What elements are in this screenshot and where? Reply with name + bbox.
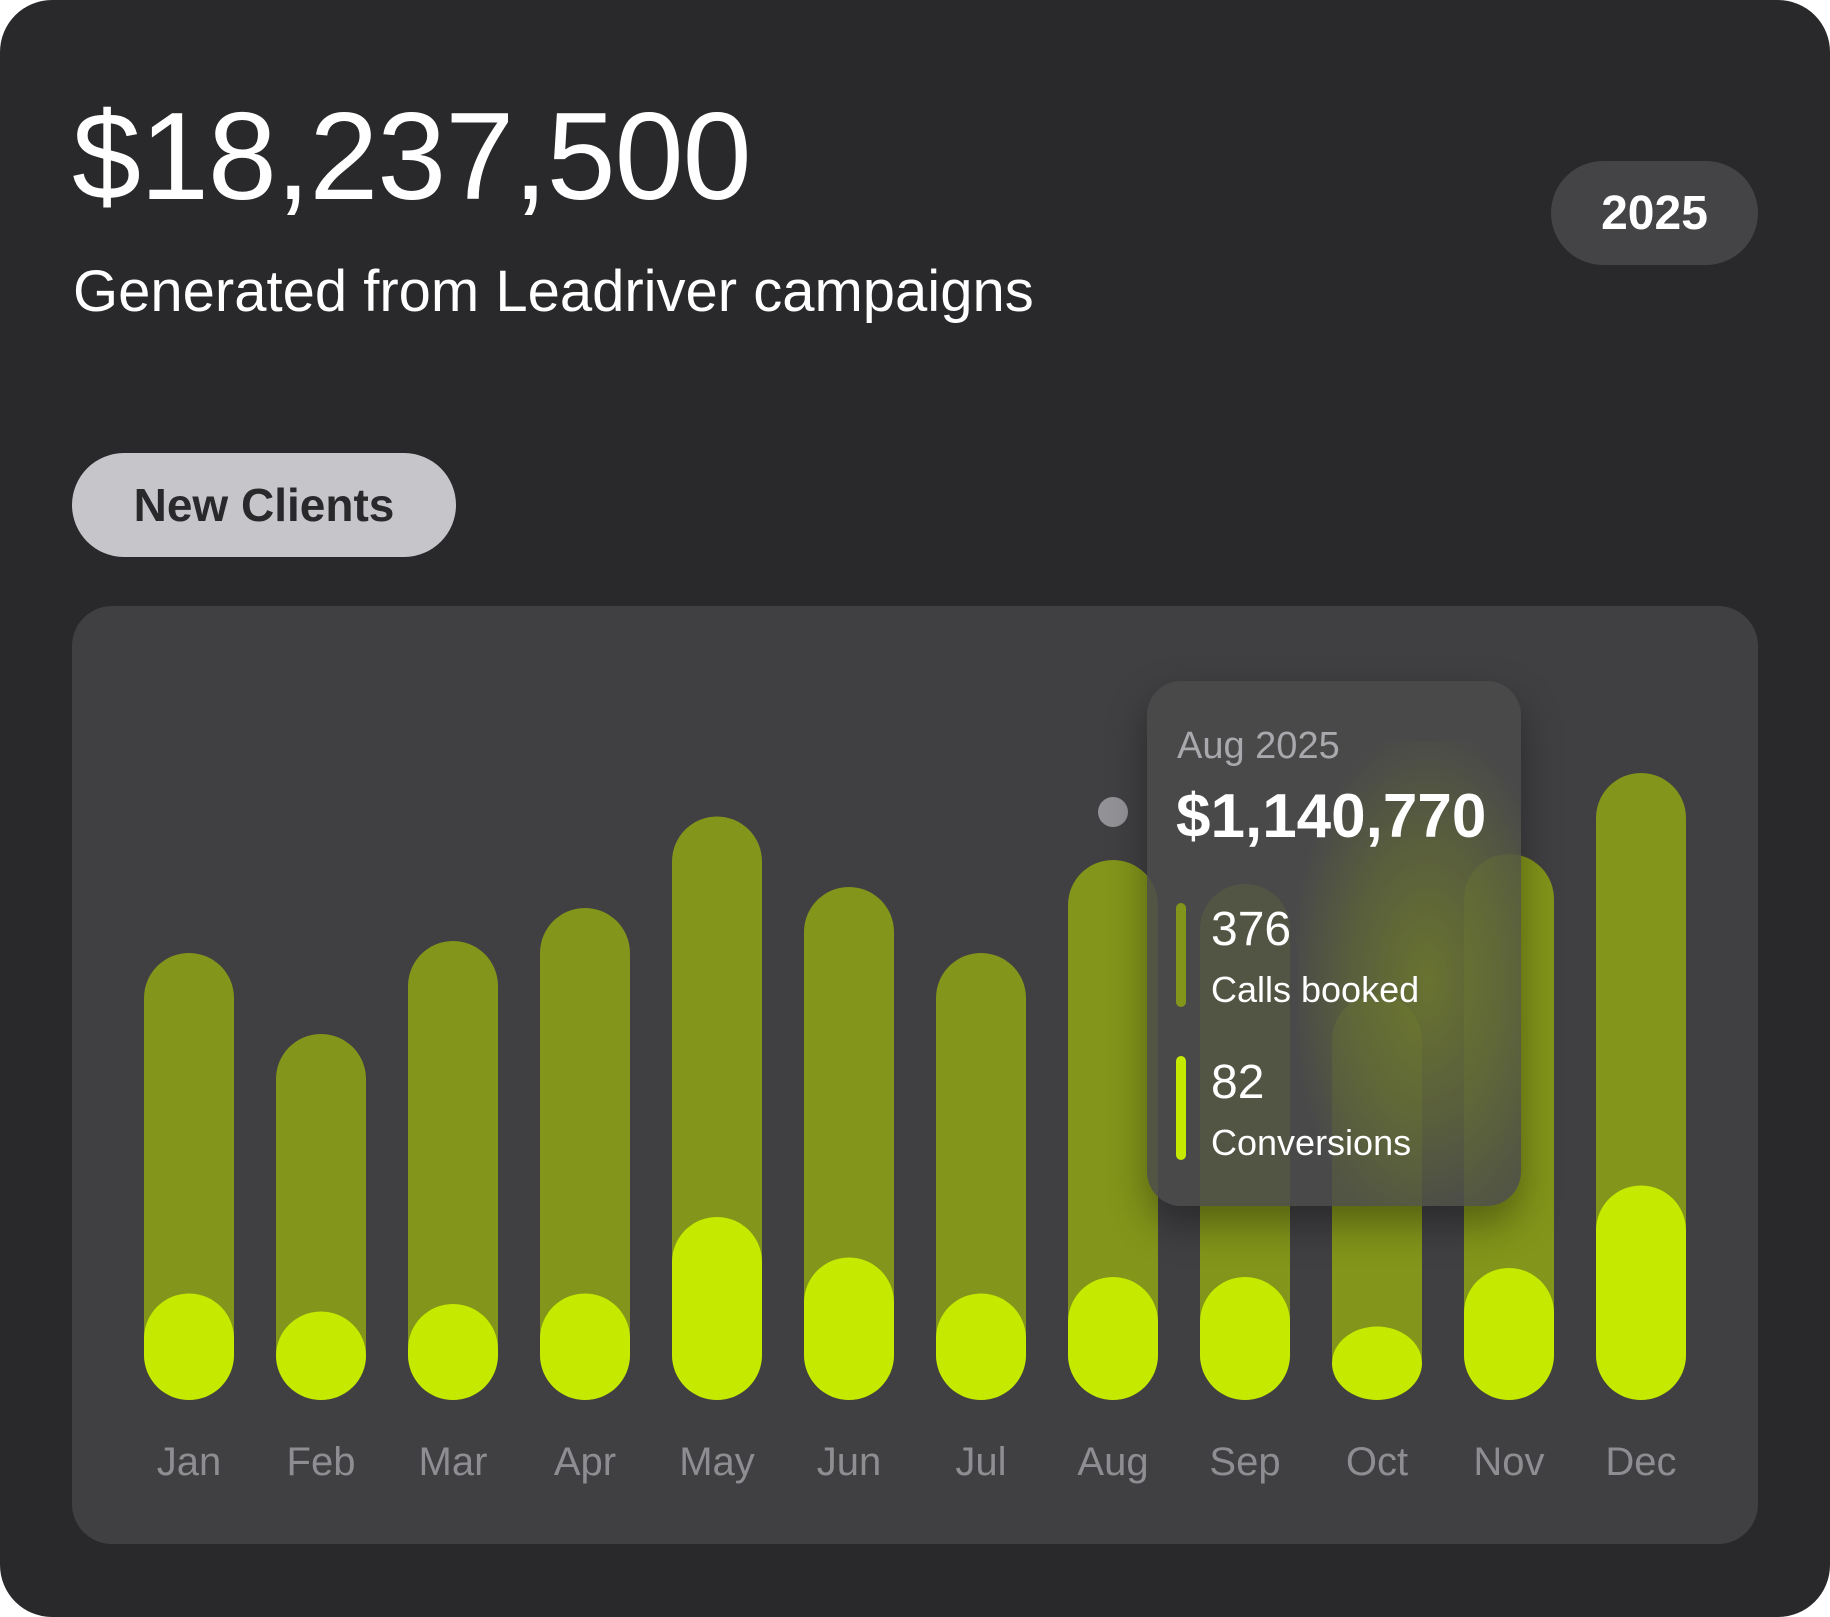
bar-calls-booked-jul[interactable] (936, 953, 1026, 1400)
bar-conversions-feb[interactable] (276, 1311, 366, 1401)
bar-conversions-nov[interactable] (1464, 1268, 1554, 1400)
hover-marker (1098, 797, 1128, 827)
calls-booked-label: Calls booked (1211, 969, 1420, 1010)
month-label-oct: Oct (1346, 1440, 1408, 1484)
month-label-mar: Mar (419, 1440, 488, 1484)
bar-conversions-dec[interactable] (1596, 1185, 1686, 1401)
month-label-feb: Feb (287, 1440, 356, 1484)
calls-accent-bar (1176, 903, 1186, 1007)
bar-conversions-may[interactable] (672, 1217, 762, 1400)
bar-calls-booked-mar[interactable] (408, 941, 498, 1400)
calls-booked-value: 376 (1211, 903, 1292, 956)
tooltip-revenue: $1,140,770 (1176, 782, 1487, 851)
revenue-subtitle: Generated from Leadriver campaigns (73, 259, 1034, 324)
year-selector-button[interactable]: 2025 (1551, 161, 1758, 265)
bar-conversions-jan[interactable] (144, 1293, 234, 1401)
month-label-jul: Jul (955, 1440, 1006, 1484)
month-label-sep: Sep (1209, 1440, 1280, 1484)
bar-conversions-oct[interactable] (1332, 1326, 1422, 1401)
month-label-jun: Jun (817, 1440, 882, 1484)
conversions-label: Conversions (1211, 1122, 1412, 1163)
bar-calls-booked-feb[interactable] (276, 1034, 366, 1400)
tooltip-glow (1297, 741, 1521, 1206)
new-clients-toggle[interactable]: New Clients (72, 453, 456, 557)
month-label-dec: Dec (1605, 1440, 1676, 1484)
month-label-jan: Jan (157, 1440, 222, 1484)
tooltip-period: Aug 2025 (1177, 725, 1340, 767)
bar-conversions-mar[interactable] (408, 1304, 498, 1400)
bar-conversions-jul[interactable] (936, 1293, 1026, 1401)
month-label-may: May (679, 1440, 755, 1484)
month-label-nov: Nov (1473, 1440, 1544, 1484)
bar-conversions-jun[interactable] (804, 1257, 894, 1401)
bar-conversions-apr[interactable] (540, 1293, 630, 1401)
month-label-apr: Apr (554, 1440, 616, 1484)
month-tooltip: Aug 2025 $1,140,770 376 Calls booked 82 … (1147, 681, 1521, 1206)
bar-calls-booked-aug[interactable] (1068, 860, 1158, 1400)
tooltip-calls-booked: 376 Calls booked (1176, 903, 1420, 1010)
total-revenue: $18,237,500 (72, 88, 752, 226)
bar-calls-booked-jan[interactable] (144, 953, 234, 1400)
bar-conversions-aug[interactable] (1068, 1277, 1158, 1400)
conversions-accent-bar (1176, 1056, 1186, 1160)
conversions-value: 82 (1211, 1056, 1265, 1109)
month-label-aug: Aug (1077, 1440, 1148, 1484)
bar-conversions-sep[interactable] (1200, 1277, 1290, 1400)
tooltip-conversions: 82 Conversions (1176, 1056, 1412, 1163)
bar-calls-booked-apr[interactable] (540, 908, 630, 1400)
